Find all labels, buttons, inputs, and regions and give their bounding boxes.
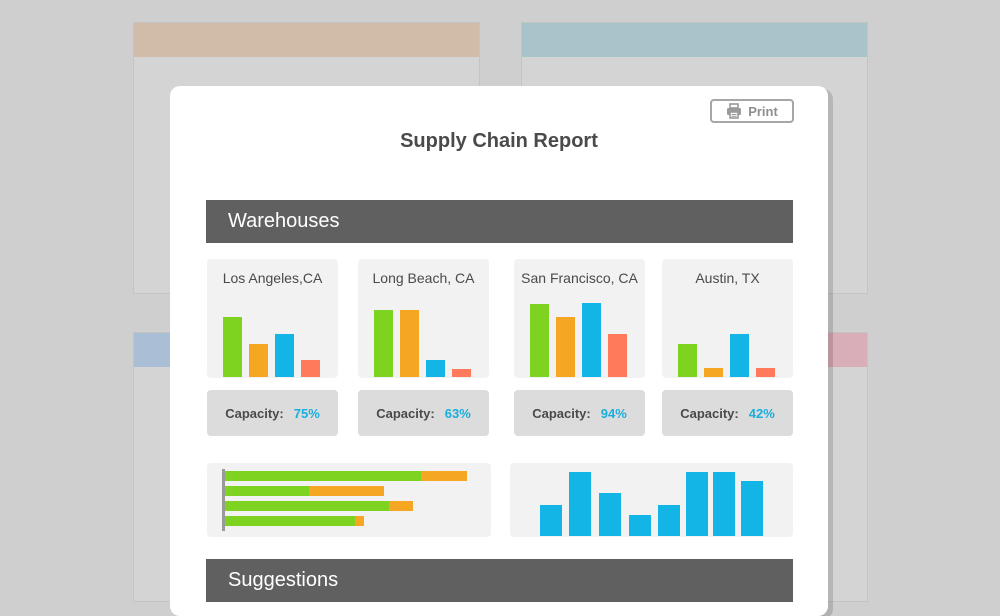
warehouse-card: Austin, TX (662, 259, 793, 378)
column-chart-panel (510, 463, 793, 537)
print-button-label: Print (748, 103, 778, 119)
warehouse-bar (249, 344, 268, 377)
warehouse-name: San Francisco, CA (521, 270, 638, 286)
column-bar (658, 505, 680, 536)
column-bar (741, 481, 763, 536)
warehouse-bar (704, 368, 723, 377)
background-card-header (522, 23, 867, 57)
stacked-bar-green (225, 471, 421, 481)
stacked-bar-panel (207, 463, 491, 537)
column-bar-chart (540, 472, 763, 536)
stacked-bar-chart (222, 469, 467, 531)
column-bar (599, 493, 621, 536)
warehouse-bar (452, 369, 471, 377)
section-header-suggestions: Suggestions (206, 559, 793, 602)
section-title: Suggestions (228, 569, 339, 591)
column-bar (686, 472, 708, 536)
capacity-label: Capacity: (532, 405, 591, 421)
column-bar (713, 472, 735, 536)
warehouse-bar (374, 310, 393, 377)
warehouse-name: Los Angeles,CA (222, 270, 323, 286)
warehouse-bar-chart (374, 310, 471, 377)
capacity-card: Capacity: 94% (514, 390, 645, 436)
stacked-bar-green (225, 516, 355, 526)
warehouse-name: Long Beach, CA (372, 270, 475, 286)
supply-chain-report-card: Print Supply Chain Report Warehouses Los… (170, 86, 828, 616)
report-title: Supply Chain Report (400, 130, 598, 152)
column-bar (569, 472, 591, 536)
column-bar (629, 515, 651, 536)
capacity-label: Capacity: (680, 405, 739, 421)
background-card-header (134, 23, 479, 57)
warehouse-bar-chart (530, 303, 627, 377)
warehouse-name: Austin, TX (695, 270, 760, 286)
capacity-value: 75% (293, 405, 320, 421)
warehouse-bar-chart (678, 334, 775, 377)
capacity-card: Capacity: 75% (207, 390, 338, 436)
warehouse-bar (556, 317, 575, 377)
stacked-chart-axis (222, 469, 225, 531)
warehouse-bar (678, 344, 697, 377)
warehouse-bar (223, 317, 242, 377)
stacked-bar-green (225, 501, 389, 511)
warehouse-bar (426, 360, 445, 377)
stacked-bar-orange (421, 471, 467, 481)
capacity-card: Capacity: 63% (358, 390, 489, 436)
warehouse-bar (400, 310, 419, 377)
print-button[interactable]: Print (710, 99, 794, 123)
section-title: Warehouses (228, 210, 340, 232)
warehouse-card: San Francisco, CA (514, 259, 645, 378)
capacity-value: 94% (600, 405, 627, 421)
warehouse-card: Los Angeles,CA (207, 259, 338, 378)
column-bar (540, 505, 562, 536)
capacity-value: 42% (748, 405, 775, 421)
section-header-warehouses: Warehouses (206, 200, 793, 243)
stacked-bar-orange (389, 501, 413, 511)
warehouse-bar (730, 334, 749, 377)
warehouse-bar (582, 303, 601, 377)
capacity-label: Capacity: (225, 405, 284, 421)
warehouse-bar-chart (223, 317, 320, 377)
capacity-card: Capacity: 42% (662, 390, 793, 436)
capacity-value: 63% (444, 405, 471, 421)
printer-icon (727, 103, 742, 119)
stacked-bar-orange (309, 486, 384, 496)
warehouse-bar (608, 334, 627, 377)
capacity-label: Capacity: (376, 405, 435, 421)
warehouse-bar (275, 334, 294, 377)
warehouse-card: Long Beach, CA (358, 259, 489, 378)
warehouse-bar (301, 360, 320, 377)
stacked-bar-green (225, 486, 309, 496)
warehouse-bar (530, 304, 549, 377)
warehouse-bar (756, 368, 775, 377)
stacked-bar-orange (355, 516, 364, 526)
